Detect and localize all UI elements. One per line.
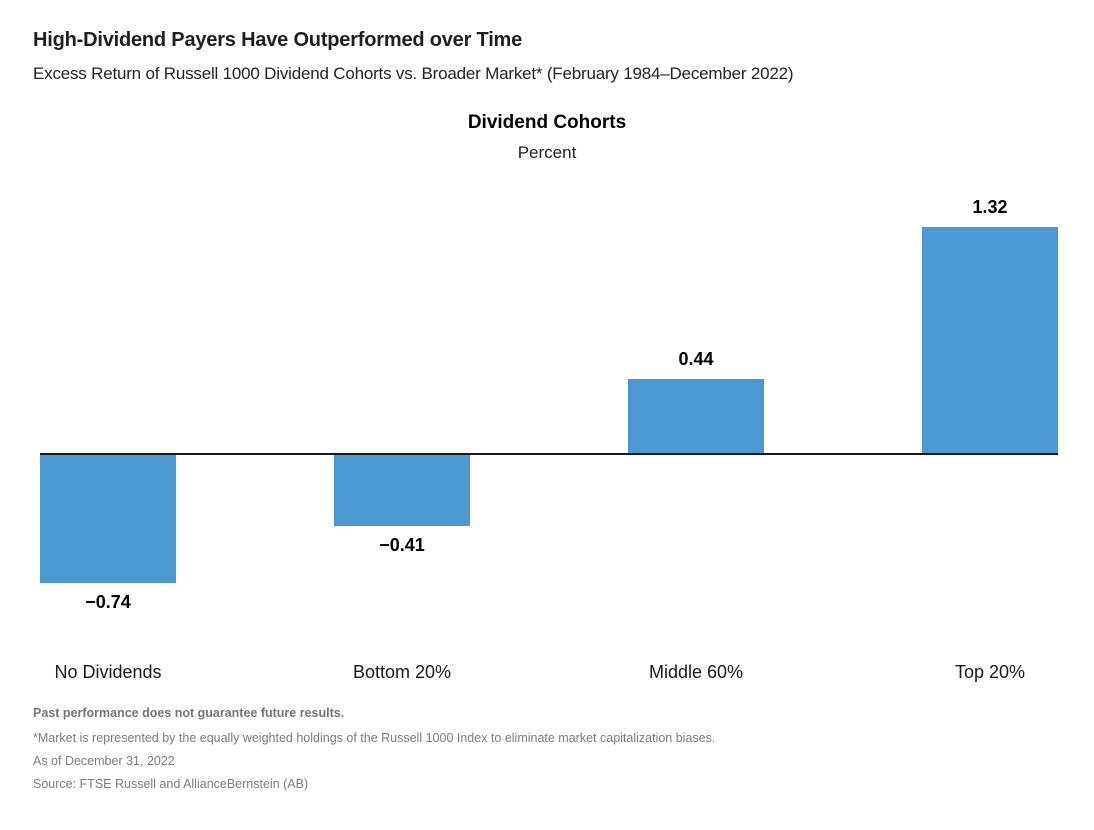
category-label-bottom-20: Bottom 20% bbox=[352, 662, 452, 682]
chart-title: Dividend Cohorts bbox=[467, 112, 627, 133]
footnote-market-note: *Market is represented by the equally we… bbox=[33, 731, 716, 745]
value-label-bottom-20: −0.41 bbox=[379, 535, 425, 555]
value-label-top-20: 1.32 bbox=[972, 197, 1008, 217]
footnote-disclaimer: Past performance does not guarantee futu… bbox=[33, 706, 345, 720]
bar-top-20 bbox=[922, 227, 1058, 455]
bar-middle-60 bbox=[628, 379, 764, 455]
category-label-no-dividends: No Dividends bbox=[54, 662, 162, 682]
category-label-middle-60: Middle 60% bbox=[648, 662, 744, 682]
zero-axis-line bbox=[40, 453, 1058, 455]
chart-unit-label: Percent bbox=[517, 143, 577, 162]
category-label-top-20: Top 20% bbox=[954, 662, 1026, 682]
page-subtitle: Excess Return of Russell 1000 Dividend C… bbox=[33, 64, 794, 83]
value-label-no-dividends: −0.74 bbox=[85, 592, 131, 612]
bar-bottom-20 bbox=[334, 455, 470, 526]
page-title: High-Dividend Payers Have Outperformed o… bbox=[33, 29, 523, 51]
footnote-as-of: As of December 31, 2022 bbox=[33, 754, 175, 768]
bar-no-dividends bbox=[40, 455, 176, 583]
value-label-middle-60: 0.44 bbox=[678, 349, 714, 369]
plot-area: −0.74 No Dividends −0.41 Bottom 20% 0.44 Midd… bbox=[40, 180, 1058, 690]
footnote-source: Source: FTSE Russell and AllianceBernste… bbox=[33, 777, 309, 791]
